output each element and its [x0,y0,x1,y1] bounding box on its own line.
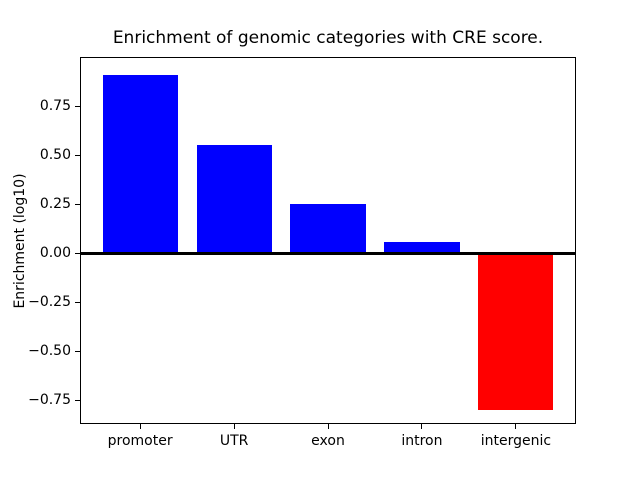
y-tick-label: −0.25 [28,294,71,311]
x-tick-label-promoter: promoter [107,433,173,449]
y-tick-mark [75,252,80,254]
bar-intergenic [478,253,554,411]
x-tick-mark [139,424,141,429]
x-tick-mark [515,424,517,429]
x-tick-label-exon: exon [311,433,345,449]
y-tick-mark [75,301,80,303]
chart-title: Enrichment of genomic categories with CR… [112,28,544,48]
x-tick-mark [327,424,329,429]
x-tick-mark [233,424,235,429]
y-axis-label: Enrichment (log10) [12,173,28,309]
x-tick-label-UTR: UTR [219,433,249,449]
y-tick-mark [75,105,80,107]
y-tick-label: 0.00 [39,245,71,262]
zero-line [80,251,576,255]
x-tick-label-intergenic: intergenic [480,433,552,449]
bar-intron [384,241,460,254]
bar-promoter [102,74,178,254]
y-tick-label: 0.50 [39,147,71,164]
y-tick-mark [75,399,80,401]
y-tick-label: 0.25 [39,196,71,213]
y-tick-mark [75,203,80,205]
y-tick-label: 0.75 [39,98,71,115]
bar-exon [290,204,366,254]
y-tick-label: −0.50 [28,343,71,360]
y-tick-mark [75,350,80,352]
y-tick-label: −0.75 [28,392,71,409]
y-tick-mark [75,154,80,156]
x-tick-mark [421,424,423,429]
x-tick-label-intron: intron [401,433,443,449]
bar-UTR [196,145,272,254]
